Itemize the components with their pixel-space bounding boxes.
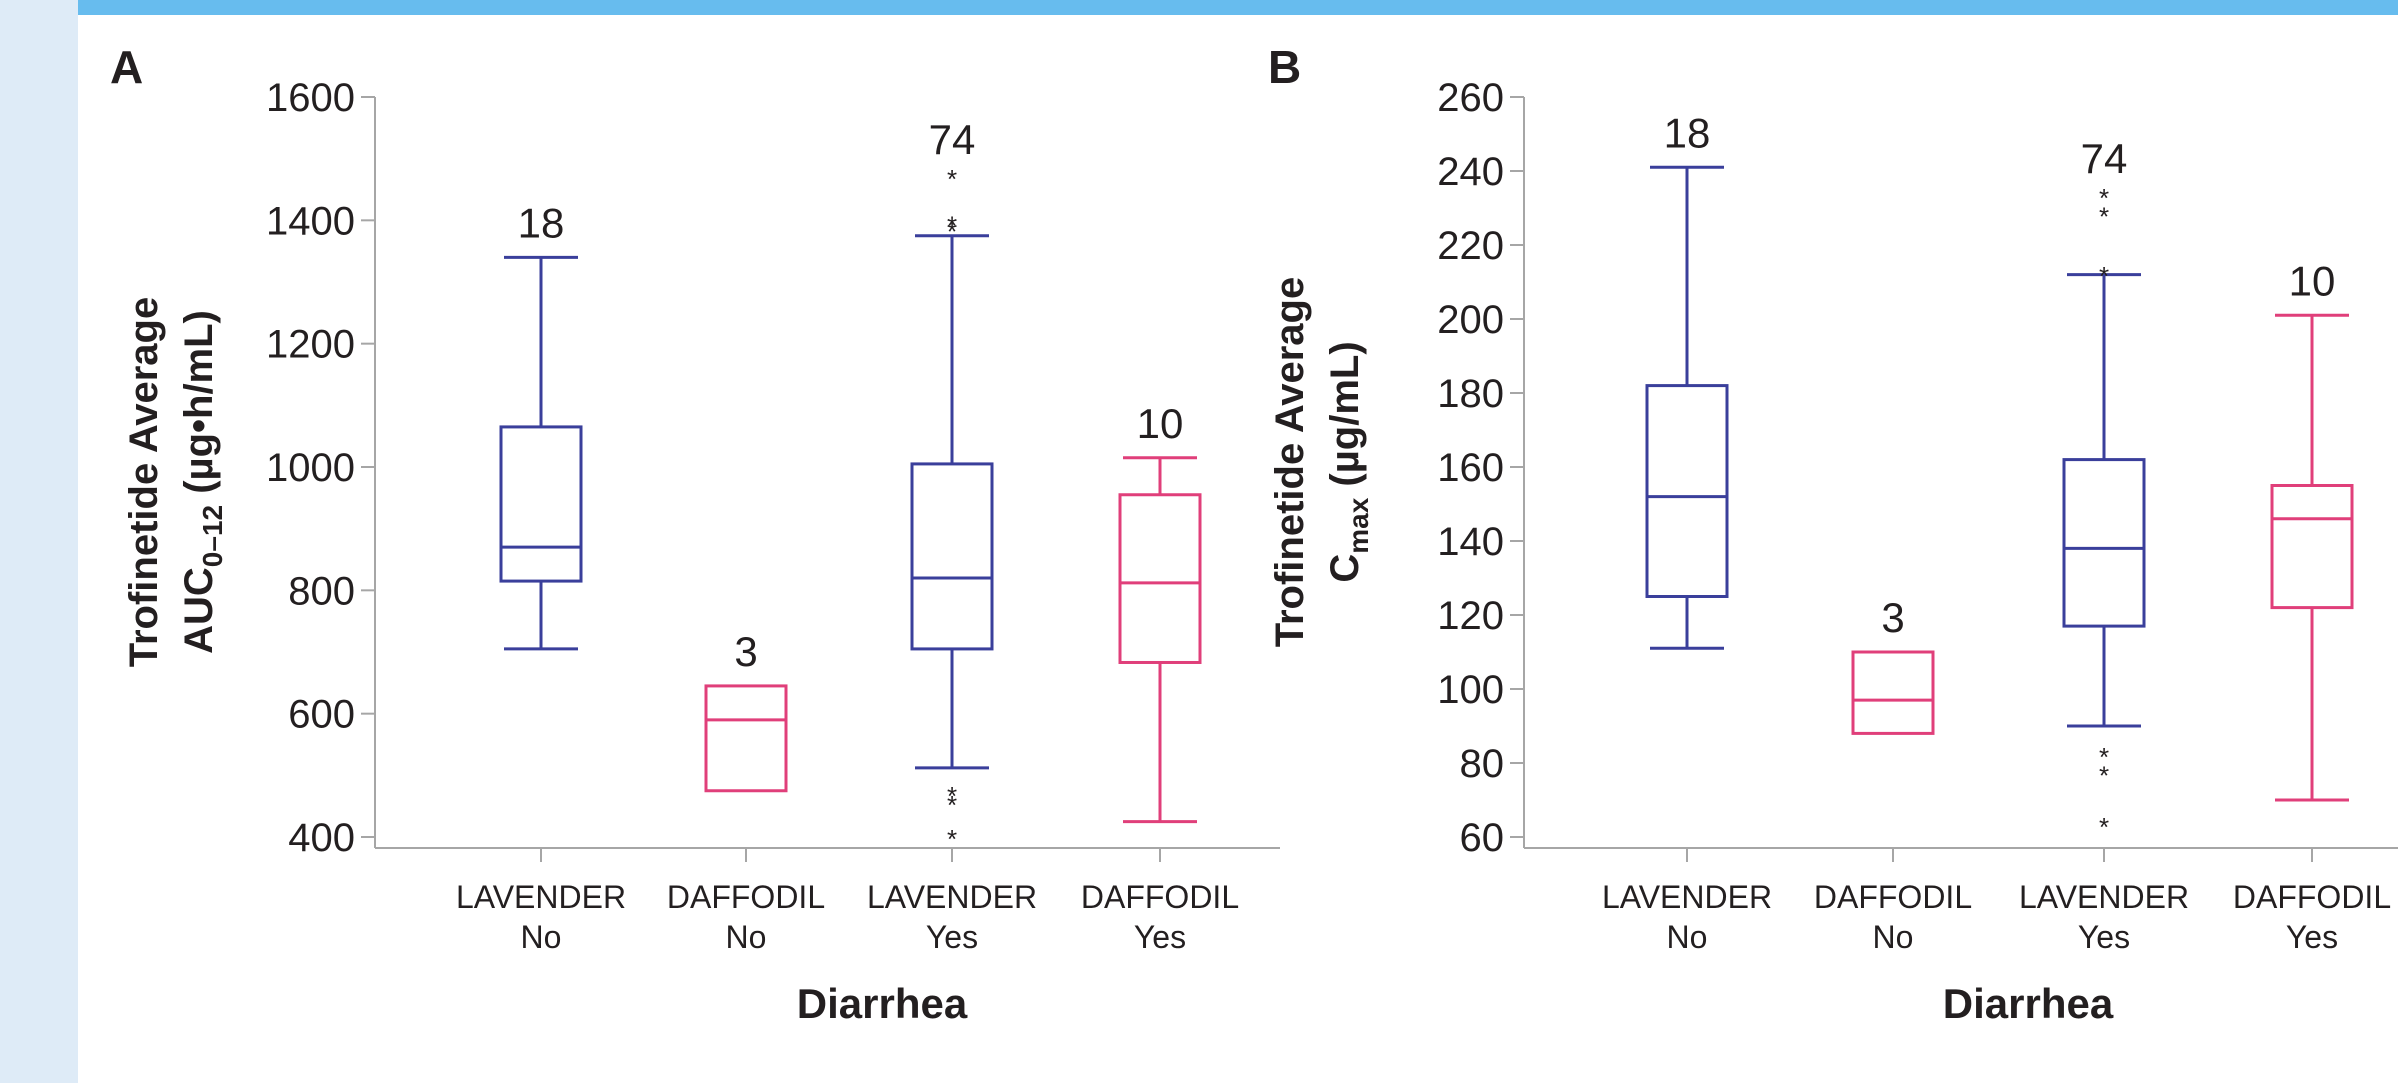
panel-b-box <box>2062 458 2146 628</box>
panel-b-letter: B <box>1268 41 1301 93</box>
panel-b-box <box>1851 650 1935 735</box>
panel-a-n-label: 3 <box>734 628 757 675</box>
panel-a-outlier-marker: * <box>947 824 957 854</box>
panel-b-x-tick-label-group: DAFFODIL <box>1814 879 1972 915</box>
panel-b: B Trofinetide Average Cmax (µg/mL) Diarr… <box>1268 41 2398 1027</box>
panel-a-ylabel-main: AUC <box>177 567 221 654</box>
panel-b-y-tick-label: 100 <box>1437 668 1504 712</box>
panel-a-x-tick-label-group: LAVENDER <box>867 879 1037 915</box>
panel-a-outlier-marker: * <box>947 210 957 240</box>
panel-b-ylabel-sub: max <box>1343 497 1374 553</box>
left-frame-band <box>0 0 78 1083</box>
panel-b-x-tick-label-diarrhea: No <box>1873 919 1914 955</box>
panel-a-y-tick-label: 400 <box>288 816 355 860</box>
panel-b-y-tick-label: 160 <box>1437 446 1504 490</box>
panel-a-x-tick-label-group: LAVENDER <box>456 879 626 915</box>
panel-b-n-label: 10 <box>2289 257 2336 304</box>
panel-b-y-tick-label: 200 <box>1437 298 1504 342</box>
panel-b-x-tick-label-group: LAVENDER <box>1602 879 1772 915</box>
panel-b-y-tick-label: 80 <box>1460 742 1505 786</box>
panel-b-n-label: 3 <box>1881 594 1904 641</box>
panel-b-y-tick-label: 180 <box>1437 372 1504 416</box>
panel-b-outlier-marker: * <box>2099 760 2109 790</box>
panel-b-n-label: 74 <box>2081 135 2128 182</box>
top-frame-band <box>78 0 2398 15</box>
panel-b-y-tick-label: 140 <box>1437 520 1504 564</box>
panel-b-ylabel-main: C <box>1323 554 1367 583</box>
panel-b-y-tick-label: 220 <box>1437 224 1504 268</box>
panel-a-ylabel-sub: 0–12 <box>197 505 228 567</box>
panel-b-y-tick-label: 60 <box>1460 816 1505 860</box>
panel-b-box <box>1645 384 1729 598</box>
panel-b-outlier-marker: * <box>2099 812 2109 842</box>
panel-a-x-tick-label-group: DAFFODIL <box>667 879 825 915</box>
panel-a-x-tick-label-diarrhea: Yes <box>1134 919 1186 955</box>
panel-a-letter: A <box>110 41 143 93</box>
panel-a-x-tick-label-diarrhea: Yes <box>926 919 978 955</box>
panel-a-y-tick-label: 1600 <box>266 76 355 120</box>
panel-a-box <box>704 684 788 793</box>
panel-b-x-tick-label-diarrhea: Yes <box>2286 919 2338 955</box>
panel-b-outlier-marker: * <box>2099 202 2109 232</box>
panel-b-y-tick-label: 260 <box>1437 76 1504 120</box>
panel-a-y-tick-label: 1000 <box>266 446 355 490</box>
panel-a-box <box>910 462 994 651</box>
panel-a-xlabel: Diarrhea <box>797 980 968 1027</box>
panel-a-n-label: 74 <box>929 116 976 163</box>
panel-b-x-tick-label-group: DAFFODIL <box>2233 879 2391 915</box>
panel-a-n-label: 18 <box>518 199 565 246</box>
panel-a-outlier-marker: * <box>947 781 957 811</box>
panel-b-ylabel-line2: Cmax (µg/mL) <box>1323 341 1374 582</box>
panel-a-outlier-marker: * <box>947 217 957 247</box>
panel-b-x-tick-label-diarrhea: Yes <box>2078 919 2130 955</box>
panel-a-n-label: 10 <box>1137 400 1184 447</box>
panel-a-ylabel-tail: (µg•h/mL) <box>177 310 221 505</box>
panel-a: A Trofinetide Average AUC0–12 (µg•h/mL) … <box>110 41 1280 1027</box>
panel-b-outlier-marker: * <box>2099 261 2109 291</box>
panel-a-y-tick-label: 1200 <box>266 323 355 367</box>
panel-b-ylabel-tail: (µg/mL) <box>1323 341 1367 497</box>
panel-b-x-tick-label-group: LAVENDER <box>2019 879 2189 915</box>
panel-b-outlier-marker: * <box>2099 183 2109 213</box>
panel-b-n-label: 18 <box>1664 109 1711 156</box>
panel-b-outlier-marker: * <box>2099 742 2109 772</box>
panel-a-outlier-marker: * <box>947 790 957 820</box>
panel-a-ylabel-line1: Trofinetide Average <box>122 297 166 667</box>
panel-a-y-tick-label: 600 <box>288 693 355 737</box>
panel-b-x-tick-label-diarrhea: No <box>1667 919 1708 955</box>
panel-a-x-tick-label-group: DAFFODIL <box>1081 879 1239 915</box>
panel-a-ylabel-line2: AUC0–12 (µg•h/mL) <box>177 310 228 654</box>
panel-b-y-tick-label: 240 <box>1437 150 1504 194</box>
panel-a-y-tick-label: 1400 <box>266 199 355 243</box>
panel-b-y-tick-label: 120 <box>1437 594 1504 638</box>
panel-a-plot: 400 600 800 1000 1200 1400 1600 LAVENDER No DAFFO… <box>266 76 1280 955</box>
panel-b-ylabel-line1: Trofinetide Average <box>1268 277 1312 647</box>
panel-b-xlabel: Diarrhea <box>1943 980 2114 1027</box>
panel-a-x-tick-label-diarrhea: No <box>726 919 767 955</box>
panel-a-outlier-marker: * <box>947 164 957 194</box>
panel-b-plot: 60 80 100 120 140 160 180 200 220 240 260 LAVENDER N… <box>1437 76 2398 955</box>
panel-a-box <box>499 425 583 583</box>
panel-a-box <box>1118 493 1202 664</box>
panel-b-box <box>2270 484 2354 610</box>
panel-a-y-tick-label: 800 <box>288 569 355 613</box>
panel-a-x-tick-label-diarrhea: No <box>521 919 562 955</box>
